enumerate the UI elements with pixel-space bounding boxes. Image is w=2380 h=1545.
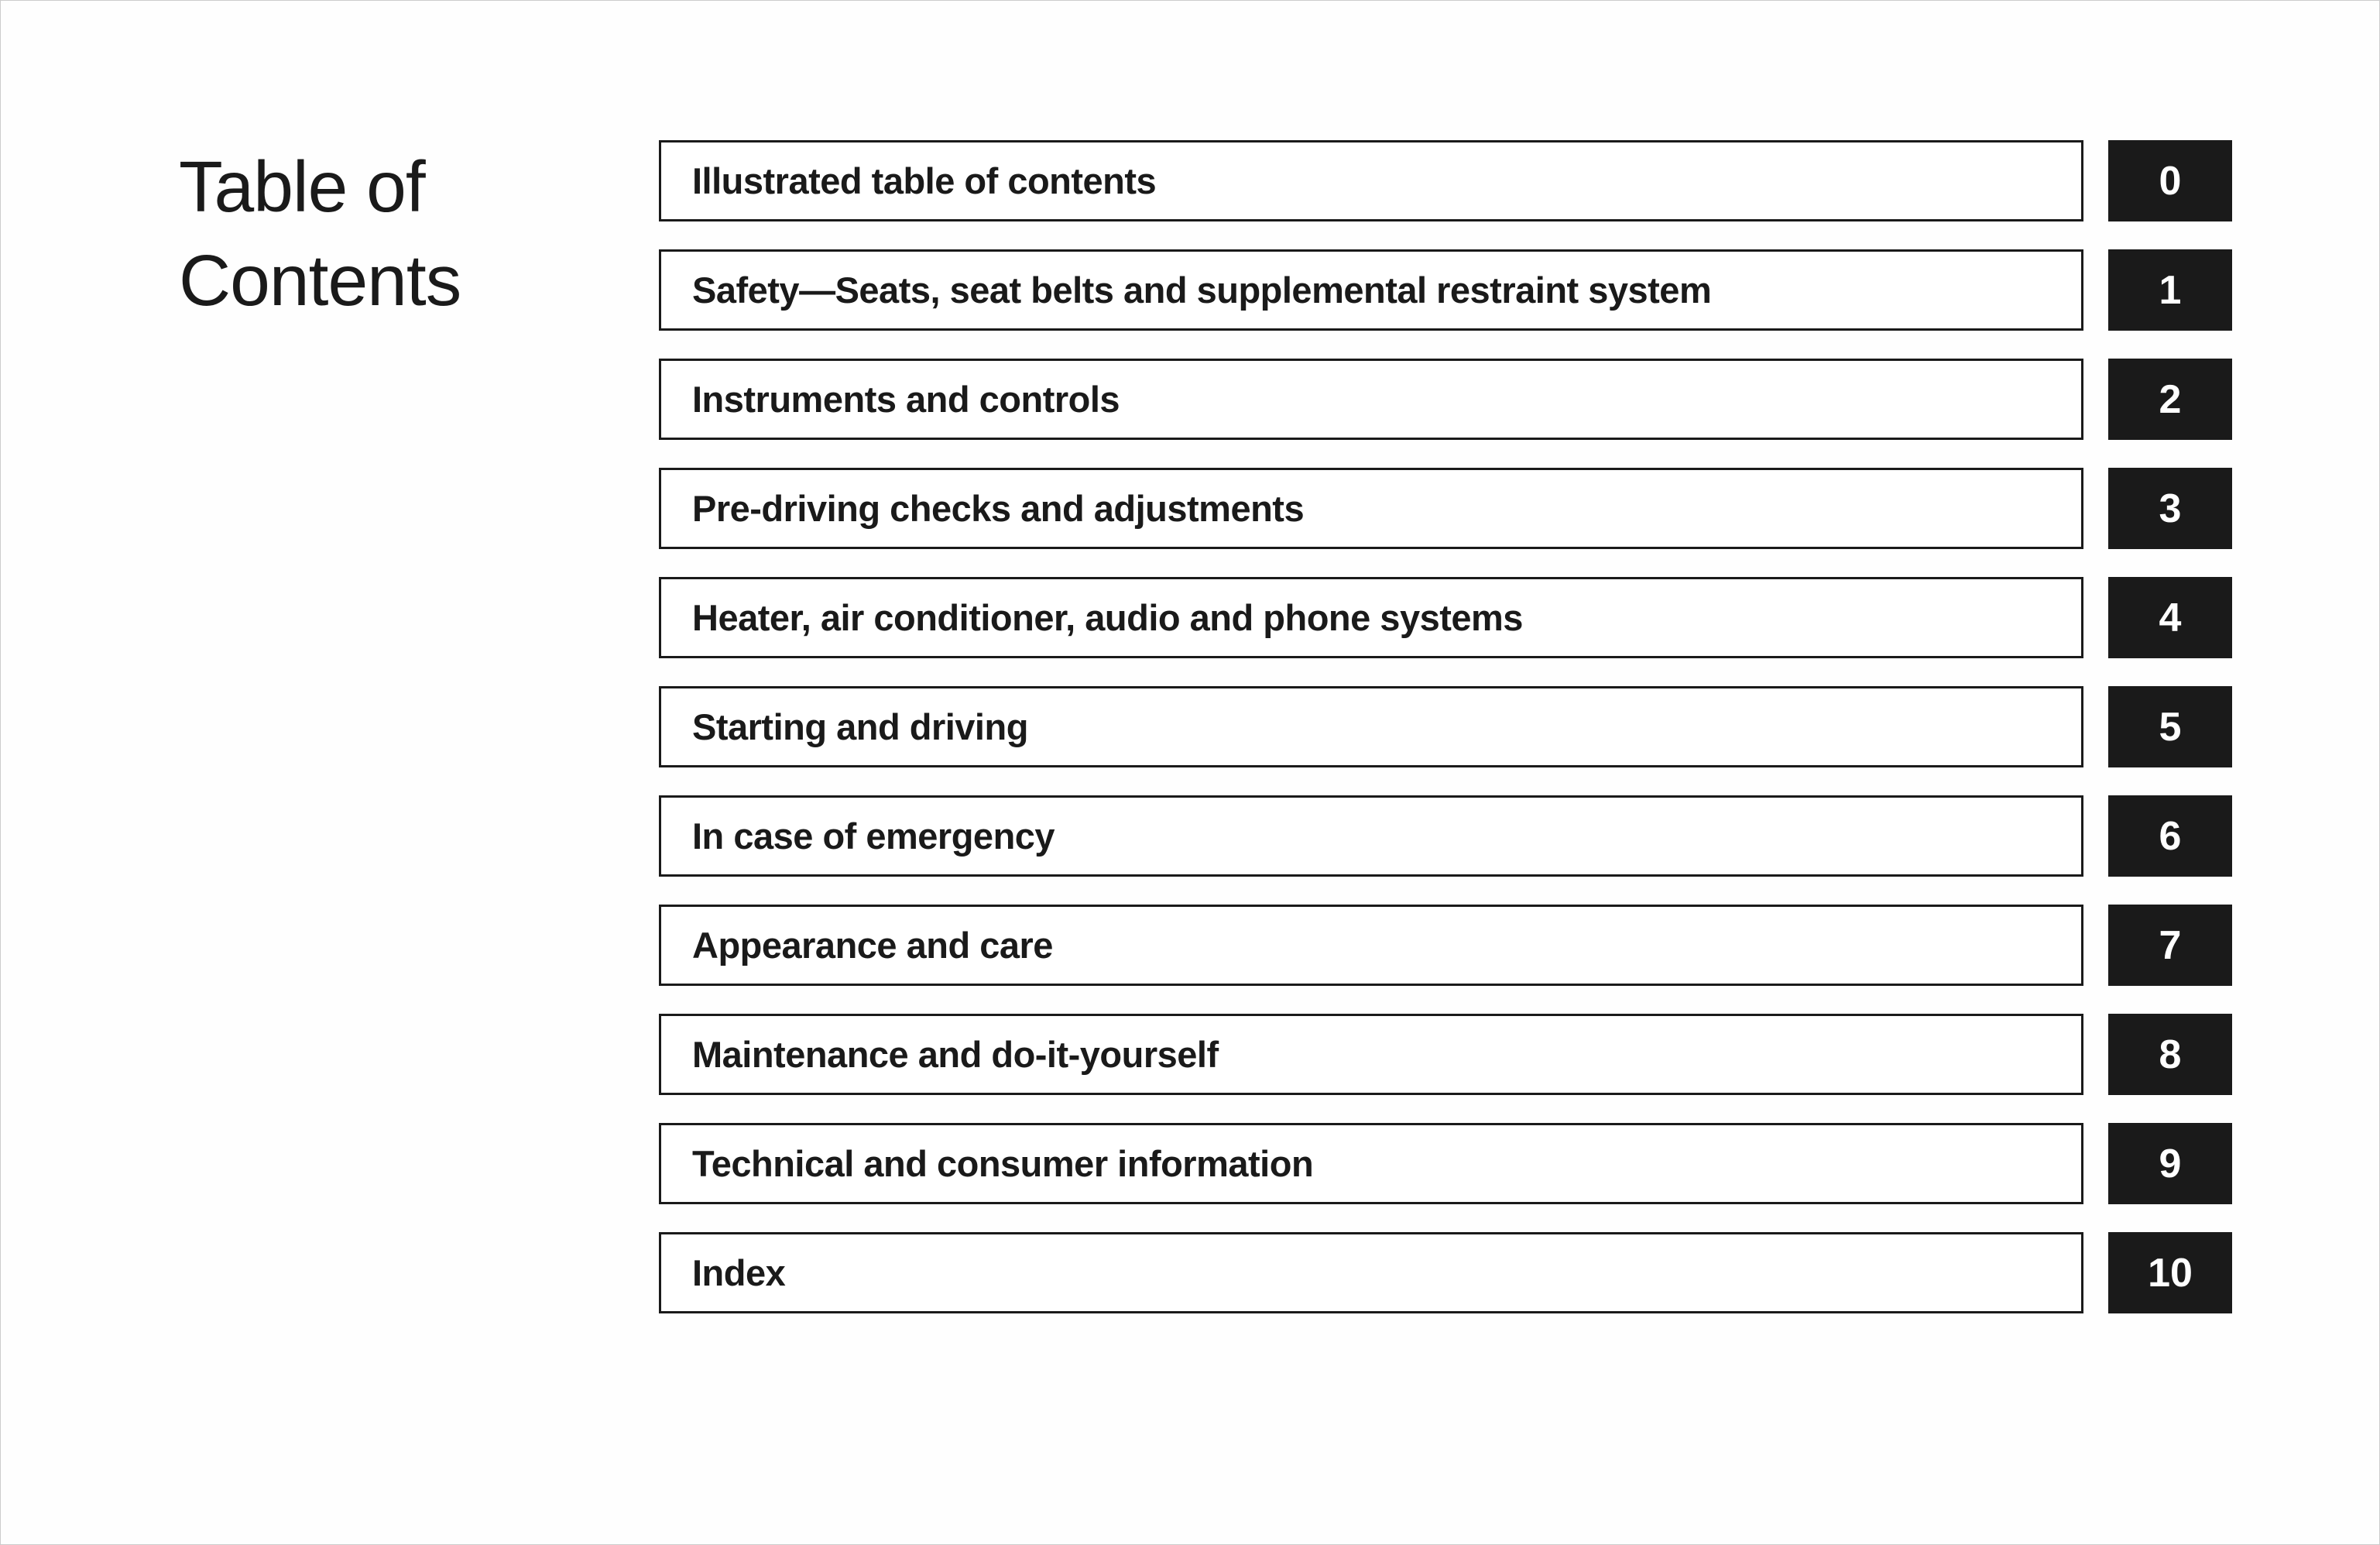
page-title: Table of Contents: [179, 140, 659, 328]
toc-entry-label: Technical and consumer information: [692, 1142, 1313, 1185]
toc-entry[interactable]: Illustrated table of contents 0: [659, 140, 2232, 221]
toc-entry-label-box: Technical and consumer information: [659, 1123, 2083, 1204]
toc-entry-label-box: Instruments and controls: [659, 359, 2083, 440]
toc-entry-label-box: Heater, air conditioner, audio and phone…: [659, 577, 2083, 658]
toc-entry-number-box: 3: [2108, 468, 2232, 549]
toc-entry-label: Safety—Seats, seat belts and supplementa…: [692, 269, 1711, 311]
toc-entry-number: 9: [2159, 1141, 2182, 1187]
toc-entry-label: Starting and driving: [692, 706, 1028, 748]
toc-entry-number-box: 4: [2108, 577, 2232, 658]
toc-entry-number: 6: [2159, 813, 2182, 860]
toc-entry-label: Maintenance and do-it-yourself: [692, 1033, 1219, 1076]
toc-entry-number-box: 0: [2108, 140, 2232, 221]
toc-entry[interactable]: Heater, air conditioner, audio and phone…: [659, 577, 2232, 658]
toc-entry-label-box: Illustrated table of contents: [659, 140, 2083, 221]
toc-entry-number: 3: [2159, 486, 2182, 532]
toc-entry[interactable]: In case of emergency 6: [659, 795, 2232, 877]
toc-entry[interactable]: Index 10: [659, 1232, 2232, 1313]
toc-entry-number-box: 5: [2108, 686, 2232, 767]
toc-entry-label: Index: [692, 1251, 785, 1294]
toc-entry-number-box: 8: [2108, 1014, 2232, 1095]
toc-entry-label-box: Pre-driving checks and adjustments: [659, 468, 2083, 549]
toc-entry-number: 2: [2159, 376, 2182, 423]
toc-entry-number: 7: [2159, 922, 2182, 969]
toc-entry-label: Heater, air conditioner, audio and phone…: [692, 596, 1523, 639]
toc-entry-label: Appearance and care: [692, 924, 1053, 966]
toc-entries: Illustrated table of contents 0 Safety—Sea…: [659, 140, 2232, 1405]
toc-entry-label-box: In case of emergency: [659, 795, 2083, 877]
toc-entry-label-box: Appearance and care: [659, 905, 2083, 986]
toc-entry[interactable]: Starting and driving 5: [659, 686, 2232, 767]
toc-entry-number-box: 7: [2108, 905, 2232, 986]
toc-entry-label: Instruments and controls: [692, 378, 1120, 421]
page: Table of Contents Illustrated table of c…: [0, 0, 2380, 1545]
toc-entry-label: Pre-driving checks and adjustments: [692, 487, 1304, 530]
toc-entry[interactable]: Instruments and controls 2: [659, 359, 2232, 440]
toc-entry-number: 1: [2159, 267, 2182, 314]
toc-entry-number-box: 9: [2108, 1123, 2232, 1204]
toc-entry-number-box: 1: [2108, 249, 2232, 331]
toc-entry-number: 0: [2159, 158, 2182, 204]
toc-entry-label-box: Starting and driving: [659, 686, 2083, 767]
toc-entry-number: 8: [2159, 1032, 2182, 1078]
toc-entry-label-box: Maintenance and do-it-yourself: [659, 1014, 2083, 1095]
title-column: Table of Contents: [179, 140, 659, 1405]
toc-entry[interactable]: Maintenance and do-it-yourself 8: [659, 1014, 2232, 1095]
toc-entry-number: 4: [2159, 595, 2182, 641]
toc-entry-number: 5: [2159, 704, 2182, 750]
toc-entry-number-box: 6: [2108, 795, 2232, 877]
toc-entry[interactable]: Pre-driving checks and adjustments 3: [659, 468, 2232, 549]
toc-entry-number: 10: [2148, 1250, 2193, 1296]
toc-entry[interactable]: Safety—Seats, seat belts and supplementa…: [659, 249, 2232, 331]
toc-entry[interactable]: Technical and consumer information 9: [659, 1123, 2232, 1204]
toc-entry-label-box: Safety—Seats, seat belts and supplementa…: [659, 249, 2083, 331]
toc-entry-number-box: 2: [2108, 359, 2232, 440]
toc-entry-label: Illustrated table of contents: [692, 160, 1156, 202]
toc-entry-label-box: Index: [659, 1232, 2083, 1313]
toc-entry[interactable]: Appearance and care 7: [659, 905, 2232, 986]
toc-entry-label: In case of emergency: [692, 815, 1055, 857]
toc-entry-number-box: 10: [2108, 1232, 2232, 1313]
